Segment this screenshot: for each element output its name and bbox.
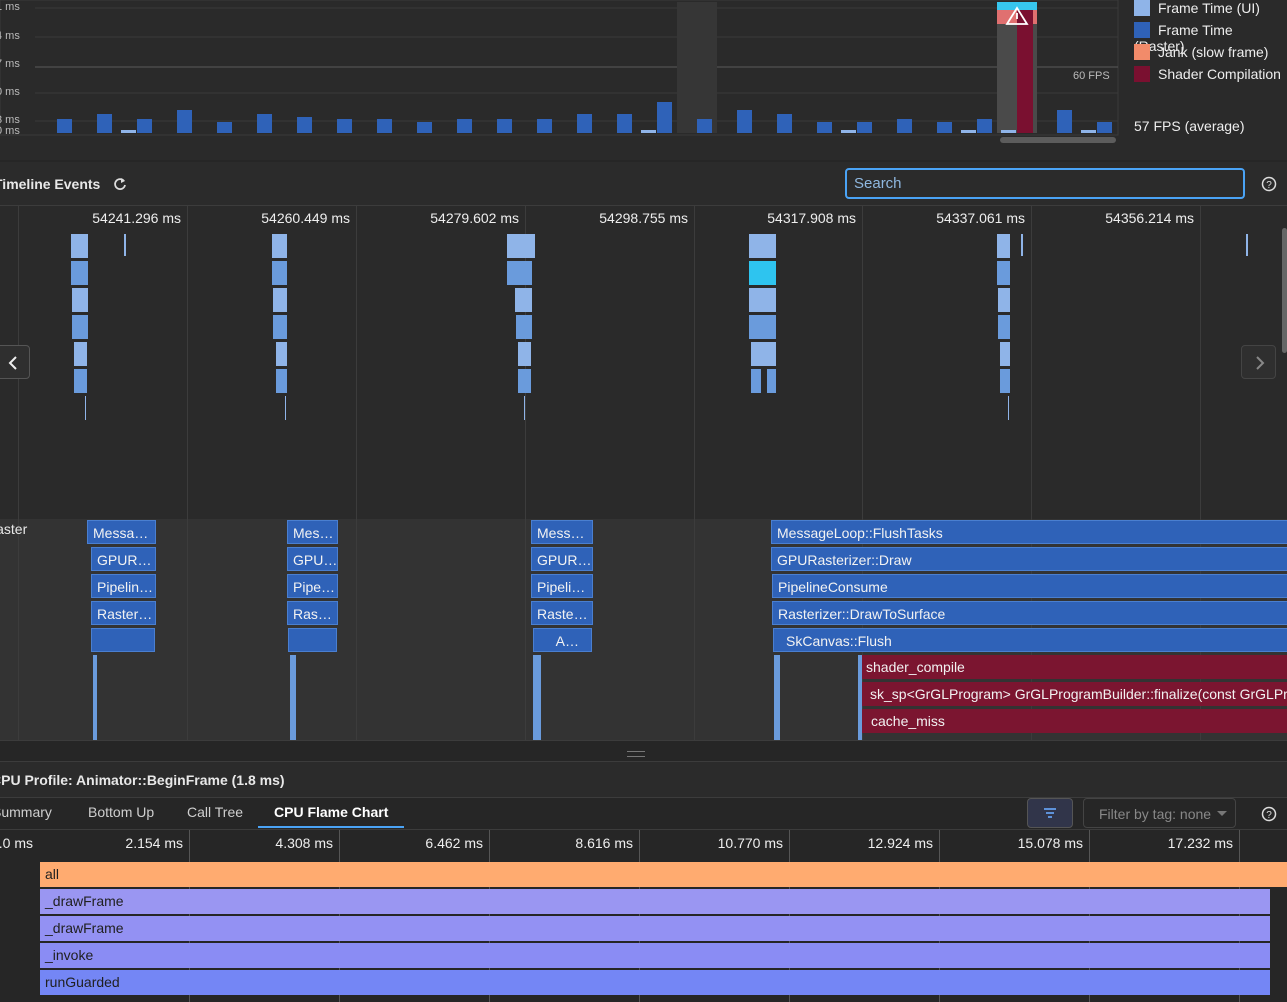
ruler-label: 54356.214 ms bbox=[1105, 210, 1194, 226]
legend-swatch bbox=[1134, 44, 1150, 60]
ruler-label: 4.308 ms bbox=[275, 835, 333, 851]
shader-event[interactable]: sk_sp<GrGLProgram> GrGLProgramBuilder::f… bbox=[862, 682, 1287, 706]
raster-event[interactable]: GPUR… bbox=[91, 547, 156, 571]
legend-item: Jank (slow frame) bbox=[1134, 44, 1268, 60]
search-box[interactable]: Search bbox=[845, 168, 1245, 199]
raster-event[interactable]: GPU… bbox=[287, 547, 338, 571]
raster-label: Raster bbox=[0, 521, 28, 537]
raster-event bbox=[91, 628, 155, 652]
raster-event[interactable]: Pipelin… bbox=[91, 574, 156, 598]
scroll-right-button[interactable] bbox=[1241, 345, 1276, 379]
legend-label: Frame Time (UI) bbox=[1158, 0, 1260, 16]
fps-line-label: 60 FPS bbox=[1073, 70, 1110, 82]
legend-swatch bbox=[1134, 22, 1150, 38]
ruler-label: 17.232 ms bbox=[1167, 835, 1233, 851]
ruler-line bbox=[18, 206, 19, 740]
raster-event[interactable]: PipelineConsume bbox=[772, 574, 1287, 598]
flame-node[interactable]: _drawFrame bbox=[40, 889, 1270, 914]
refresh-button[interactable] bbox=[112, 176, 128, 192]
ruler-label: 54260.449 ms bbox=[261, 210, 350, 226]
tag-filter-label: Filter by tag: none bbox=[1099, 806, 1212, 822]
scrollbar bbox=[1282, 228, 1287, 353]
flame-node[interactable]: all bbox=[40, 862, 1287, 887]
ruler-label: 8.616 ms bbox=[575, 835, 633, 851]
ruler-line bbox=[1200, 206, 1201, 740]
flame-node[interactable]: _invoke bbox=[40, 943, 1270, 968]
tab[interactable]: Summary bbox=[0, 804, 52, 820]
ruler-label: 54317.908 ms bbox=[767, 210, 856, 226]
raster-event[interactable]: Messa… bbox=[87, 520, 156, 544]
raster-event[interactable]: A… bbox=[533, 628, 592, 652]
raster-event[interactable]: Mes… bbox=[287, 520, 338, 544]
tab[interactable]: Bottom Up bbox=[88, 804, 155, 820]
raster-event[interactable]: Raste… bbox=[531, 601, 593, 625]
filter-button[interactable] bbox=[1027, 798, 1073, 828]
y-axis-label: 1 ms bbox=[0, 1, 20, 13]
legend-swatch bbox=[1134, 66, 1150, 82]
shader-event[interactable]: cache_miss bbox=[862, 709, 1287, 733]
y-axis-label: 4 ms bbox=[0, 30, 20, 42]
y-axis-label: 7 ms bbox=[0, 58, 20, 70]
raster-event bbox=[288, 628, 337, 652]
average-fps: 57 FPS (average) bbox=[1134, 118, 1245, 134]
raster-event[interactable]: GPUR… bbox=[531, 547, 593, 571]
ruler-label: 54298.755 ms bbox=[599, 210, 688, 226]
cpu-profile-title: CPU Profile: Animator::BeginFrame (1.8 m… bbox=[0, 772, 285, 788]
ruler-label: 10.770 ms bbox=[717, 835, 783, 851]
scroll-left-button[interactable] bbox=[0, 345, 30, 379]
raster-event[interactable]: MessageLoop::FlushTasks bbox=[771, 520, 1287, 544]
raster-event[interactable]: Mess… bbox=[531, 520, 593, 544]
y-axis-label: 3 ms bbox=[0, 114, 20, 126]
y-axis-label: 0 ms bbox=[0, 86, 20, 98]
tab[interactable]: Call Tree bbox=[187, 804, 244, 820]
ruler-line bbox=[1031, 206, 1032, 740]
legend-item: Shader Compilation bbox=[1134, 66, 1281, 82]
ruler-line bbox=[525, 206, 526, 740]
raster-event[interactable]: Ras… bbox=[287, 601, 338, 625]
raster-event[interactable]: Pipeli… bbox=[531, 574, 593, 598]
frame-chart bbox=[0, 0, 1119, 143]
active-tab-indicator bbox=[258, 826, 404, 828]
svg-text:?: ? bbox=[1266, 810, 1272, 821]
ruler-label: 0.0 ms bbox=[0, 835, 33, 851]
ruler-line bbox=[187, 206, 188, 740]
legend-swatch bbox=[1134, 0, 1150, 16]
ruler-line bbox=[694, 206, 695, 740]
raster-event[interactable]: Pipe… bbox=[287, 574, 338, 598]
flame-node[interactable]: runGuarded bbox=[40, 970, 1270, 995]
ruler-label: 6.462 ms bbox=[425, 835, 483, 851]
ruler-label: 15.078 ms bbox=[1017, 835, 1083, 851]
splitter[interactable] bbox=[0, 740, 1287, 762]
legend-label: Shader Compilation bbox=[1158, 66, 1281, 82]
ruler-label: 54241.296 ms bbox=[92, 210, 181, 226]
cpu-header bbox=[0, 762, 1287, 797]
ruler-line bbox=[356, 206, 357, 740]
timeline-title: Timeline Events bbox=[0, 176, 101, 192]
tab[interactable]: CPU Flame Chart bbox=[274, 804, 389, 820]
ruler-label: 12.924 ms bbox=[867, 835, 933, 851]
shader-event[interactable]: shader_compile bbox=[862, 655, 1287, 679]
raster-event[interactable]: SkCanvas::Flush bbox=[773, 628, 1287, 652]
ruler-label: 54279.602 ms bbox=[430, 210, 519, 226]
ui-lane bbox=[0, 206, 1287, 519]
help-button[interactable]: ? bbox=[1261, 176, 1277, 192]
legend-item: Frame Time (UI) bbox=[1134, 0, 1260, 16]
raster-event[interactable]: Rasterizer::DrawToSurface bbox=[772, 601, 1287, 625]
help-button[interactable]: ? bbox=[1261, 806, 1277, 822]
svg-text:?: ? bbox=[1266, 180, 1272, 191]
raster-event[interactable]: Raster… bbox=[91, 601, 156, 625]
ruler-line bbox=[862, 206, 863, 740]
raster-event[interactable]: GPURasterizer::Draw bbox=[771, 547, 1287, 571]
y-axis-label: 0 ms bbox=[0, 125, 20, 137]
legend-label: Jank (slow frame) bbox=[1158, 44, 1269, 60]
flame-node[interactable]: _drawFrame bbox=[40, 916, 1270, 941]
tag-filter-dropdown[interactable]: Filter by tag: none bbox=[1083, 798, 1236, 828]
ruler-label: 2.154 ms bbox=[125, 835, 183, 851]
ruler-label: 54337.061 ms bbox=[936, 210, 1025, 226]
